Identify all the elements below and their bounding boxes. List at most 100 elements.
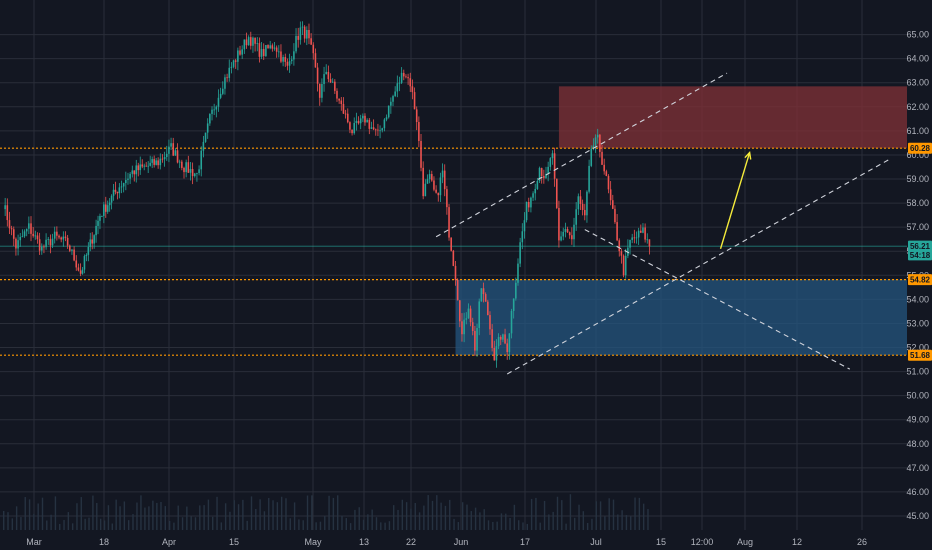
volume-bar <box>33 513 35 530</box>
candle-body <box>355 120 358 124</box>
candle-body <box>532 193 534 198</box>
candle-body <box>43 246 45 248</box>
volume-bar <box>543 500 546 530</box>
candle-body <box>249 37 252 46</box>
volume-bar <box>37 503 39 530</box>
projection-arrow-head[interactable] <box>744 151 752 160</box>
candle-body <box>633 237 636 239</box>
volume-bar <box>46 520 48 530</box>
candle-body <box>99 216 101 221</box>
candle-body <box>499 336 502 340</box>
candle-body <box>571 235 573 240</box>
volume-bar <box>212 516 214 530</box>
candle-body <box>422 167 424 197</box>
candle-body <box>118 187 121 194</box>
candle-body <box>534 188 537 194</box>
candle-body <box>168 146 170 154</box>
candle-body <box>306 29 308 39</box>
x-tick-label: 12 <box>792 537 802 547</box>
volume-bar <box>509 517 511 530</box>
volume-bar <box>115 499 117 530</box>
volume-bar <box>526 523 529 530</box>
candle-body <box>484 294 487 302</box>
candle-body <box>601 151 603 165</box>
candle-body <box>93 235 95 244</box>
candle-body <box>147 165 149 167</box>
candle-body <box>334 81 336 91</box>
candle-body <box>139 164 142 171</box>
candle-body <box>575 209 577 225</box>
volume-bar <box>552 511 554 530</box>
candle-body <box>312 44 315 54</box>
price-tag <box>908 349 932 361</box>
candle-body <box>45 239 47 248</box>
candle-body <box>125 179 127 184</box>
volume-bar <box>367 514 369 530</box>
chart-grid <box>0 0 907 530</box>
candle-body <box>374 129 377 131</box>
volume-bar <box>92 495 94 530</box>
volume-bar <box>427 495 429 530</box>
candle-body <box>110 195 113 203</box>
candle-body <box>206 123 209 133</box>
candle-body <box>631 237 633 240</box>
x-tick-label: 15 <box>656 537 666 547</box>
volume-bar <box>199 505 201 530</box>
volume-bar <box>461 502 464 530</box>
candle-body <box>135 165 138 175</box>
candle-body <box>299 27 302 40</box>
candle-body <box>189 169 192 173</box>
candle-body <box>58 235 60 238</box>
volume-bar <box>578 504 580 530</box>
candle-body <box>187 162 190 173</box>
candle-body <box>122 183 125 187</box>
volume-bar <box>423 505 425 530</box>
y-tick-label: 50.00 <box>906 391 929 401</box>
candle-body <box>114 189 117 192</box>
candle-body <box>243 39 246 50</box>
volume-bar <box>440 502 442 530</box>
candle-body <box>588 165 590 192</box>
volume-bar <box>349 523 352 530</box>
candle-body <box>463 319 465 335</box>
candle-body <box>155 160 157 165</box>
time-axis[interactable]: Mar 18 Apr 15 May 13 22 Jun 17 Jul 15 12:00 Aug 12 26 <box>0 532 932 550</box>
y-tick-label: 52.00 <box>906 343 929 353</box>
channel-trendline[interactable] <box>435 72 728 238</box>
candle-body <box>480 288 483 302</box>
volume-bar <box>41 497 44 530</box>
candle-body <box>366 119 368 123</box>
candle-body <box>547 166 549 174</box>
volume-bar <box>574 517 576 530</box>
channel-trendline[interactable] <box>506 159 889 375</box>
channel-trendline[interactable] <box>584 229 851 370</box>
candle-body <box>590 148 593 166</box>
candle-body <box>176 150 179 163</box>
candle-body <box>101 215 103 217</box>
y-tick-label: 48.00 <box>906 439 929 449</box>
candle-body <box>17 240 19 249</box>
candle-body <box>540 168 543 176</box>
volume-bar <box>638 497 641 530</box>
volume-bar <box>164 506 167 530</box>
volume-bar <box>530 498 533 530</box>
volume-bar <box>88 517 90 530</box>
candle-body <box>159 158 162 166</box>
candle-body <box>437 192 440 196</box>
volume-bar <box>630 516 632 530</box>
volume-bar <box>358 507 360 530</box>
candle-body <box>163 156 166 160</box>
volume-bar <box>289 518 291 530</box>
x-tick-label: Apr <box>162 537 176 547</box>
candle-body <box>510 310 513 334</box>
candle-body <box>196 173 198 174</box>
candle-body <box>323 74 325 85</box>
candle-body <box>202 141 205 151</box>
price-zones <box>455 86 908 356</box>
projection-arrow-line[interactable] <box>719 152 751 250</box>
candle-body <box>79 270 82 274</box>
candle-body <box>85 254 88 257</box>
trendline-drawings[interactable] <box>435 72 889 375</box>
volume-bar <box>483 509 485 530</box>
